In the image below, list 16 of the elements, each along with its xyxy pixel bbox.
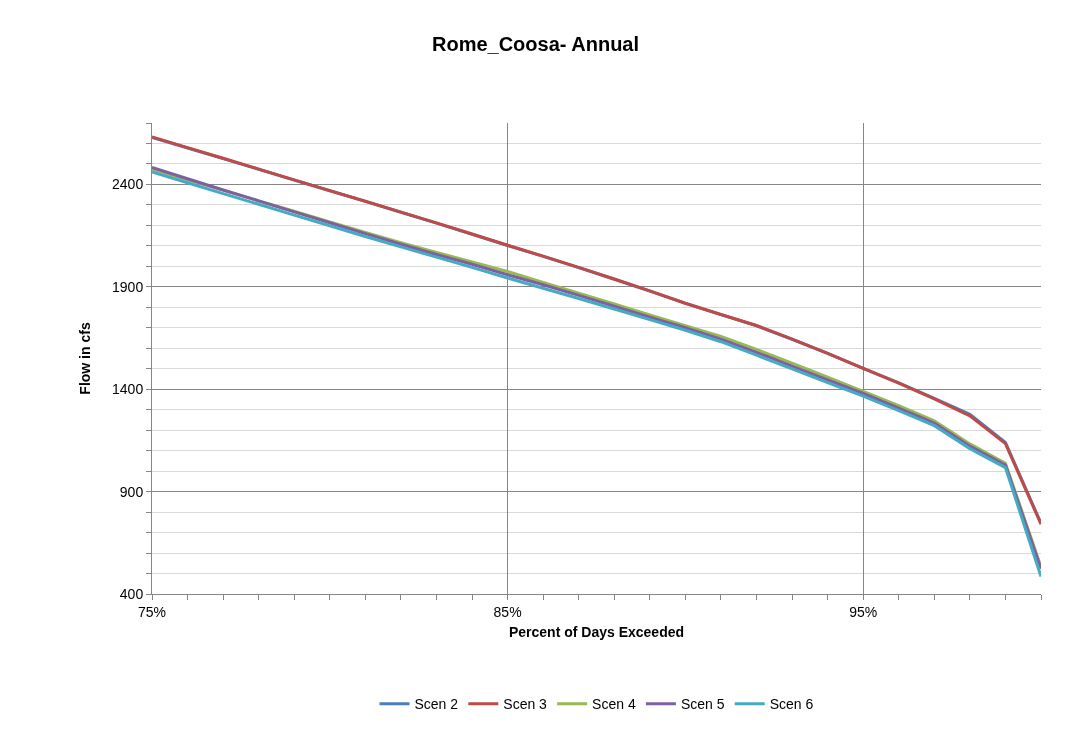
legend-label: Scen 3 [503,696,548,713]
x-axis-title: Percent of Days Exceeded [508,624,685,641]
legend-label: Scen 5 [680,696,725,713]
chart-title: Rome_Coosa- Annual [431,32,640,55]
x-tick-label: 95% [849,603,878,620]
y-tick-label: 1900 [112,278,144,295]
legend-label: Scen 6 [769,696,814,713]
y-tick-label: 2400 [112,176,144,193]
y-tick-label: 400 [119,585,144,602]
legend-label: Scen 4 [592,696,636,713]
x-tick-label: 85% [493,603,522,620]
legend-label: Scen 2 [414,696,459,713]
y-tick-label: 1400 [112,381,144,398]
x-tick-label: 75% [137,603,167,620]
y-axis-title: Flow in cfs [76,322,93,395]
y-tick-label: 900 [119,483,144,500]
